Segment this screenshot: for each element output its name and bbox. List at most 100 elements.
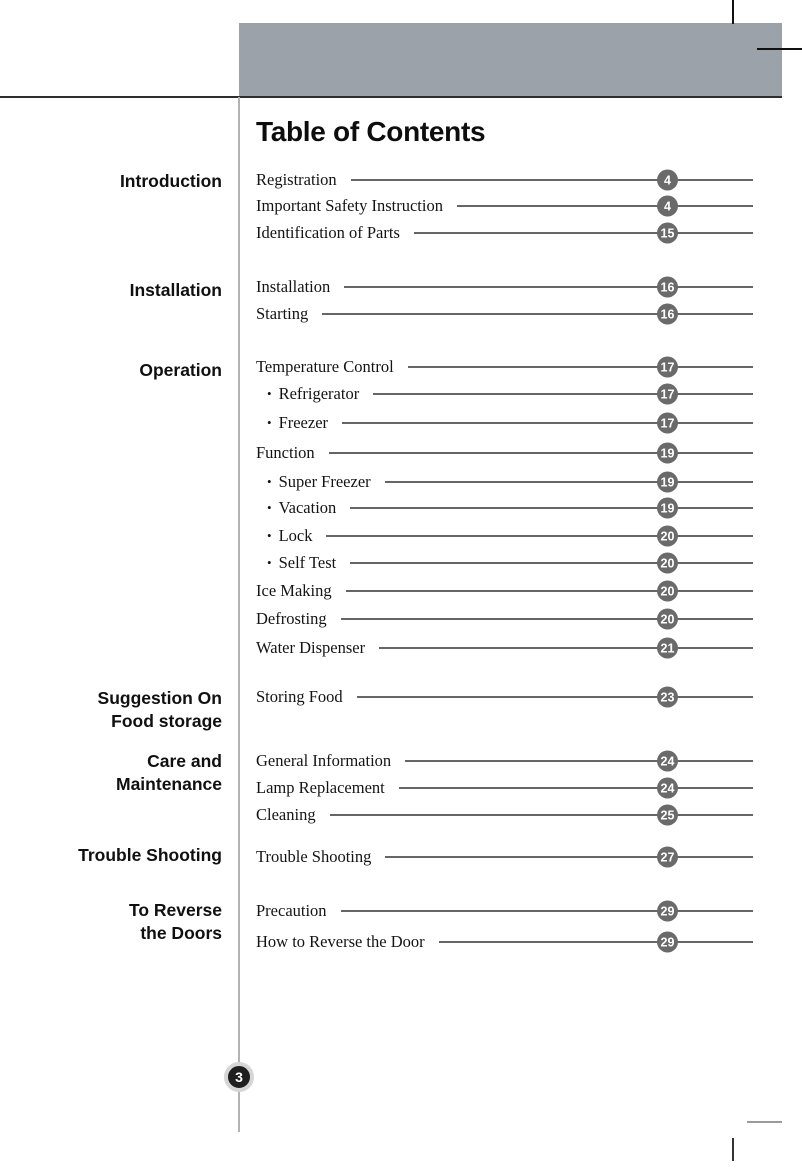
toc-entry: • Lock 20 (256, 524, 753, 548)
leader-line (398, 787, 753, 789)
toc-entry: Installation 16 (256, 275, 753, 299)
leader-line (345, 590, 753, 592)
toc-entry-label: Storing Food (256, 687, 343, 706)
page-number-badge: 17 (657, 383, 678, 405)
leader-line (326, 535, 753, 537)
toc-entry: General Information 24 (256, 749, 753, 773)
page-number-badge: 15 (657, 222, 678, 244)
page-number-badge: 23 (657, 686, 678, 708)
toc-entry-label: Important Safety Instruction (256, 196, 443, 215)
toc-entry-label: Identification of Parts (256, 223, 400, 242)
toc-entry: Temperature Control 17 (256, 355, 753, 379)
page-number-badge: 27 (657, 846, 678, 868)
toc-entry: Storing Food 23 (256, 685, 753, 709)
crop-mark-top-horizontal (757, 48, 802, 50)
page-number-badge: 29 (657, 931, 678, 953)
page-number-badge: 20 (657, 608, 678, 630)
toc-entry: How to Reverse the Door 29 (256, 930, 753, 954)
sidebar-label-line: Installation (129, 280, 222, 300)
leader-line (350, 562, 753, 564)
sidebar-section-suggestion-on-food-storage: Suggestion On Food storage (98, 687, 222, 733)
toc-entry-label: Super Freezer (278, 472, 371, 491)
page-number-badge: 17 (657, 356, 678, 378)
toc-entry: Precaution 29 (256, 899, 753, 923)
toc-entry-label: Lock (278, 526, 313, 545)
leader-line (340, 618, 753, 620)
crop-mark-bottom-vertical (732, 1138, 734, 1161)
leader-line (407, 366, 753, 368)
leader-line (328, 452, 753, 454)
header-rule (0, 96, 782, 98)
bullet-icon: • (267, 415, 272, 430)
toc-entry: Cleaning 25 (256, 803, 753, 827)
column-divider-line (238, 97, 240, 1132)
toc-entry-label: Defrosting (256, 609, 327, 628)
page-number-badge: 20 (657, 552, 678, 574)
toc-entry-label: Temperature Control (256, 357, 394, 376)
leader-line (329, 814, 753, 816)
leader-line (342, 422, 753, 424)
toc-entry: • Freezer 17 (256, 411, 753, 435)
leader-line (405, 760, 753, 762)
sidebar-section-introduction: Introduction (120, 170, 222, 193)
page-number-badge: 17 (657, 412, 678, 434)
toc-entry: Important Safety Instruction 4 (256, 194, 753, 218)
page-number-badge: 20 (657, 580, 678, 602)
toc-entry: Defrosting 20 (256, 607, 753, 631)
crop-mark-top-vertical (732, 0, 734, 24)
page-number-badge: 19 (657, 497, 678, 519)
current-page-badge: 3 (224, 1062, 254, 1092)
sidebar-label-line: Introduction (119, 171, 222, 191)
page-number-badge: 16 (657, 276, 678, 298)
leader-line (438, 941, 753, 943)
leader-line (384, 481, 753, 483)
leader-line (356, 696, 753, 698)
bullet-icon: • (267, 474, 272, 489)
toc-entry: Ice Making 20 (256, 579, 753, 603)
leader-line (350, 179, 753, 181)
toc-entry: Starting 16 (256, 302, 753, 326)
sidebar-section-installation: Installation (130, 279, 222, 302)
toc-entry: Identification of Parts 15 (256, 221, 753, 245)
page-number-badge: 25 (657, 804, 678, 826)
toc-entry-label: How to Reverse the Door (256, 932, 425, 951)
sidebar-label-line: Suggestion On (97, 688, 222, 708)
toc-entry: Trouble Shooting 27 (256, 845, 753, 869)
sidebar-label-line: the Doors (140, 923, 222, 943)
toc-entry-label: Water Dispenser (256, 638, 366, 657)
sidebar-section-care-and-maintenance: Care and Maintenance (116, 750, 222, 796)
leader-line (385, 856, 753, 858)
leader-line (350, 507, 753, 509)
toc-entry-label: Precaution (256, 901, 327, 920)
toc-entry-label: General Information (256, 751, 392, 770)
crop-mark-bottom-horizontal (747, 1121, 782, 1123)
toc-entry-label: Registration (256, 170, 337, 189)
toc-entry-label: Self Test (278, 553, 337, 572)
sidebar-section-trouble-shooting: Trouble Shooting (78, 844, 222, 867)
leader-line (340, 910, 753, 912)
page-number-badge: 4 (657, 195, 678, 217)
page-number-badge: 20 (657, 525, 678, 547)
toc-entry-label: Freezer (278, 413, 329, 432)
toc-entry: Lamp Replacement 24 (256, 776, 753, 800)
page-number-badge: 4 (657, 169, 678, 191)
toc-entry-label: Lamp Replacement (256, 778, 385, 797)
toc-entry-label: Trouble Shooting (256, 847, 372, 866)
toc-entry: • Self Test 20 (256, 551, 753, 575)
sidebar-label-line: Trouble Shooting (78, 845, 222, 865)
leader-line (344, 286, 753, 288)
toc-entry-label: Refrigerator (278, 384, 360, 403)
bullet-icon: • (267, 555, 272, 570)
page-number-badge: 19 (657, 442, 678, 464)
sidebar-label-line: Care and (147, 751, 222, 771)
page-number-badge: 29 (657, 900, 678, 922)
bullet-icon: • (267, 386, 272, 401)
page-title: Table of Contents (256, 116, 486, 147)
leader-line (379, 647, 753, 649)
sidebar-label-line: Food storage (111, 711, 222, 731)
leader-line (373, 393, 753, 395)
sidebar-label-line: Maintenance (116, 774, 222, 794)
header-banner (239, 23, 782, 97)
page-number-badge: 16 (657, 303, 678, 325)
